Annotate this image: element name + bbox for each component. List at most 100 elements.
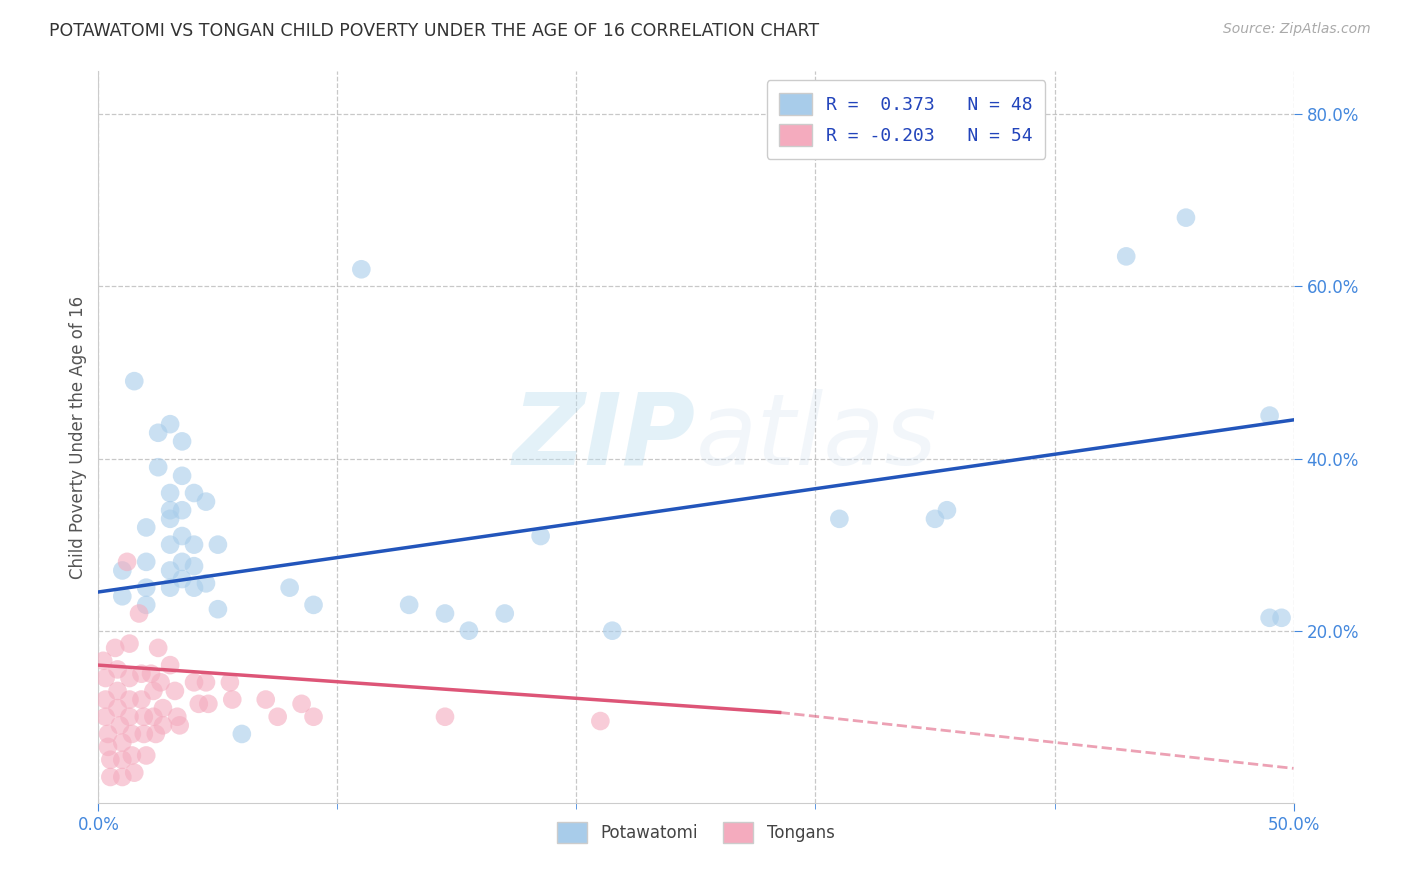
Point (94, 710, 117, 724)
Point (1258, 409, 1281, 423)
Point (152, 701, 174, 715)
Point (183, 559, 205, 574)
Point (94, 671, 117, 685)
Text: ZIP: ZIP (513, 389, 696, 485)
Point (936, 503, 959, 517)
Point (115, 555, 138, 569)
Point (267, 710, 290, 724)
Text: Source: ZipAtlas.com: Source: ZipAtlas.com (1223, 22, 1371, 37)
Point (159, 581, 181, 595)
Point (107, 662, 129, 676)
Point (1115, 249, 1137, 263)
Point (148, 640, 170, 655)
Point (166, 710, 188, 724)
Point (159, 503, 181, 517)
Point (172, 468, 194, 483)
Point (169, 718, 191, 732)
Point (195, 675, 218, 690)
Point (118, 710, 141, 724)
Point (231, 727, 253, 741)
Point (132, 727, 155, 741)
Point (111, 753, 134, 767)
Point (111, 589, 134, 603)
Point (149, 675, 172, 690)
Point (135, 555, 157, 569)
Point (350, 262, 373, 277)
Point (104, 640, 127, 655)
Point (291, 697, 314, 711)
Point (111, 735, 134, 749)
Point (118, 637, 141, 651)
Point (159, 417, 181, 432)
Point (91, 654, 114, 668)
Point (530, 529, 553, 543)
Point (1175, 211, 1198, 225)
Point (195, 576, 218, 591)
Point (172, 555, 194, 569)
Point (163, 684, 186, 698)
Point (924, 512, 946, 526)
Point (602, 624, 624, 638)
Point (302, 710, 325, 724)
Point (111, 770, 134, 784)
Point (434, 710, 457, 724)
Point (145, 727, 167, 741)
Point (494, 607, 516, 621)
Point (197, 697, 219, 711)
Point (159, 538, 181, 552)
Y-axis label: Child Poverty Under the Age of 16: Child Poverty Under the Age of 16 (69, 295, 87, 579)
Point (135, 748, 157, 763)
Point (142, 684, 165, 698)
Point (124, 374, 146, 388)
Point (142, 710, 165, 724)
Point (172, 529, 194, 543)
Point (207, 538, 229, 552)
Point (219, 675, 242, 690)
Point (97, 727, 120, 741)
Point (135, 581, 157, 595)
Point (589, 714, 612, 728)
Point (148, 460, 170, 475)
Point (159, 658, 181, 673)
Point (131, 692, 153, 706)
Point (172, 434, 194, 449)
Point (278, 581, 301, 595)
Point (128, 607, 150, 621)
Point (183, 538, 205, 552)
Point (139, 666, 162, 681)
Legend: Potawatomi, Tongans: Potawatomi, Tongans (551, 815, 841, 849)
Point (121, 727, 143, 741)
Point (159, 512, 181, 526)
Text: POTAWATOMI VS TONGAN CHILD POVERTY UNDER THE AGE OF 16 CORRELATION CHART: POTAWATOMI VS TONGAN CHILD POVERTY UNDER… (49, 22, 820, 40)
Point (107, 684, 129, 698)
Point (152, 718, 174, 732)
Point (183, 581, 205, 595)
Point (98, 753, 122, 767)
Point (131, 666, 153, 681)
Point (118, 671, 141, 685)
Point (148, 425, 170, 440)
Point (111, 564, 134, 578)
Point (828, 512, 851, 526)
Point (172, 503, 194, 517)
Point (172, 572, 194, 586)
Point (121, 748, 143, 763)
Point (108, 718, 131, 732)
Point (302, 598, 325, 612)
Point (398, 598, 420, 612)
Point (221, 692, 243, 706)
Point (1271, 611, 1294, 625)
Point (187, 697, 209, 711)
Point (94, 692, 117, 706)
Point (254, 692, 277, 706)
Point (1258, 611, 1281, 625)
Point (183, 675, 205, 690)
Point (207, 602, 229, 616)
Point (159, 564, 181, 578)
Point (124, 765, 146, 780)
Point (98, 770, 122, 784)
Point (458, 624, 481, 638)
Point (135, 520, 157, 534)
Text: atlas: atlas (696, 389, 938, 485)
Point (97, 739, 120, 754)
